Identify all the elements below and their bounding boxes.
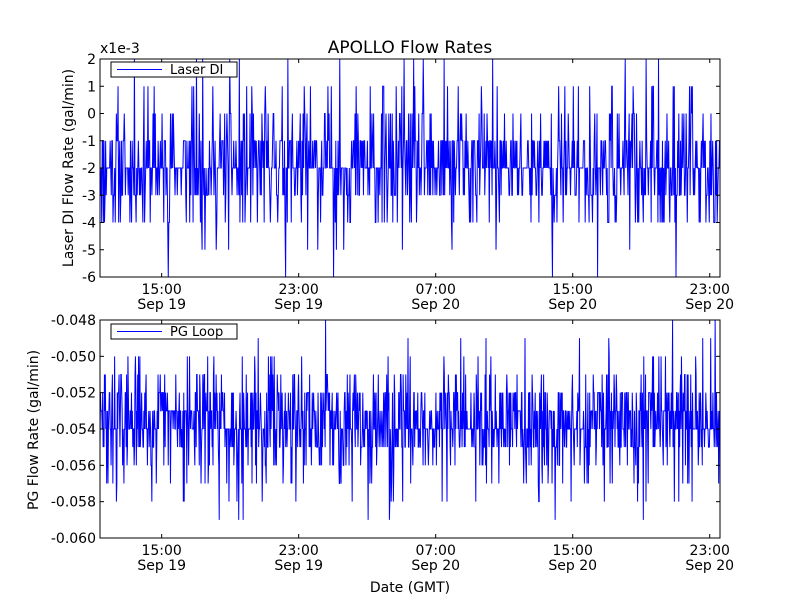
legend-box-bottom — [110, 323, 238, 340]
x-tick-date-label-bottom: Sep 20 — [685, 558, 734, 574]
x-tick-time-label-bottom: 15:00 — [141, 543, 181, 559]
series-line-pg-loop — [100, 320, 720, 520]
y-ticks-bottom: -0.060 -0.058 -0.056 -0.054 -0.052 -0.050 -0.0… — [51, 313, 720, 547]
y-tick-label-bottom: -0.052 — [51, 386, 96, 402]
x-tick-date-label-top: Sep 19 — [274, 297, 323, 313]
chart-title: APOLLO Flow Rates — [328, 38, 493, 58]
legend-label-pg-loop: PG Loop — [170, 325, 223, 340]
y-tick-label-bottom: -0.060 — [51, 531, 96, 547]
y-tick-label-top: 0 — [87, 107, 96, 123]
y-tick-label-top: -5 — [82, 243, 96, 259]
x-tick-date-label-top: Sep 19 — [137, 297, 186, 313]
y-tick-label-top: 1 — [87, 79, 96, 95]
x-tick-date-label-bottom: Sep 19 — [137, 558, 186, 574]
x-tick-time-label-top: 23:00 — [690, 282, 730, 298]
legend-top: Laser DI — [110, 61, 238, 78]
series-path-bottom — [100, 320, 720, 520]
x-tick-time-label-bottom: 15:00 — [553, 543, 593, 559]
laser-di-chart: x1e-3 Laser DI Flow Rate (gal/min) -6-5-… — [61, 41, 734, 313]
y-tick-label-top: -2 — [82, 161, 96, 177]
pg-loop-chart: PG Flow Rate (gal/min) -0.060 -0.058 -0.05… — [26, 313, 734, 596]
x-tick-date-label-top: Sep 20 — [548, 297, 597, 313]
y-axis-label-top: Laser DI Flow Rate (gal/min) — [61, 69, 77, 267]
x-axis-label: Date (GMT) — [370, 580, 450, 596]
y-tick-label-top: -4 — [82, 216, 96, 232]
x-tick-time-label-top: 15:00 — [141, 282, 181, 298]
x-tick-time-label-bottom: 23:00 — [278, 543, 318, 559]
y-axis-label-bottom: PG Flow Rate (gal/min) — [26, 350, 42, 510]
y-tick-label-bottom: -0.054 — [51, 422, 96, 438]
x-tick-date-label-top: Sep 20 — [411, 297, 460, 313]
y-ticks-top: -6 -5 -4 -3 -2 -1 0 1 2 — [82, 52, 720, 286]
x-tick-date-label-top: Sep 20 — [685, 297, 734, 313]
legend-bottom: PG Loop — [110, 323, 238, 340]
y-tick-label-top: -1 — [82, 134, 96, 150]
series-path-top — [100, 59, 720, 277]
x-tick-date-label-bottom: Sep 20 — [548, 558, 597, 574]
series-line-laser-di — [100, 59, 720, 277]
y-tick-label-top: -6 — [82, 270, 96, 286]
x-tick-date-label-bottom: Sep 19 — [274, 558, 323, 574]
y-tick-label-bottom: -0.050 — [51, 349, 96, 365]
x-tick-time-label-bottom: 23:00 — [690, 543, 730, 559]
y-tick-label-bottom: -0.056 — [51, 458, 96, 474]
y-tick-label-bottom: -0.058 — [51, 495, 96, 511]
y-tick-label-top: -3 — [82, 188, 96, 204]
x-tick-time-label-top: 15:00 — [553, 282, 593, 298]
legend-label-laser-di: Laser DI — [170, 63, 223, 78]
x-tick-time-label-top: 07:00 — [416, 282, 456, 298]
y-tick-label-bottom: -0.048 — [51, 313, 96, 329]
legend-box-top — [110, 61, 238, 78]
x-tick-date-label-bottom: Sep 20 — [411, 558, 460, 574]
x-tick-time-label-bottom: 07:00 — [416, 543, 456, 559]
y-tick-label-top: 2 — [87, 52, 96, 68]
x-tick-time-label-top: 23:00 — [278, 282, 318, 298]
y-offset-label: x1e-3 — [100, 41, 140, 57]
